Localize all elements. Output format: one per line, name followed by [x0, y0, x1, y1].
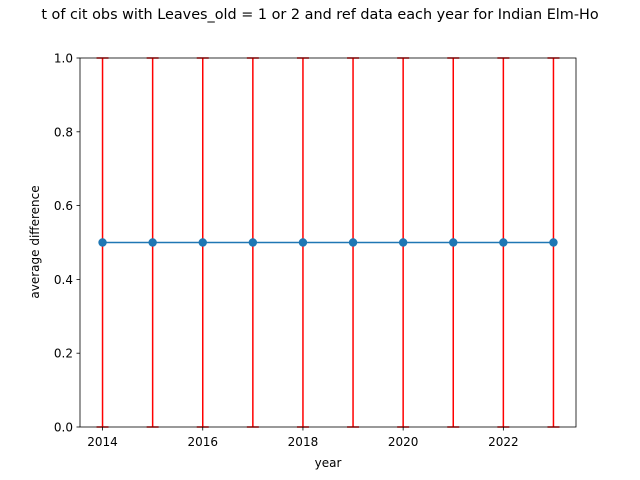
chart-title: t of cit obs with Leaves_old = 1 or 2 an…: [41, 7, 598, 23]
x-axis-label: year: [315, 456, 342, 470]
x-tick-label: 2020: [388, 435, 419, 449]
data-point: [449, 238, 458, 247]
axes-frame: [79, 57, 577, 428]
data-point: [248, 238, 258, 247]
y-tick-label: 0.6: [54, 199, 73, 213]
data-point: [499, 238, 508, 247]
y-tick-label: 0.4: [54, 273, 73, 287]
plot-area: 2014 2016 2018 2020 2022 0.0 0.2 0.4 0.6 0.8 1.0: [54, 52, 577, 449]
y-tick-label: 1.0: [54, 52, 73, 66]
x-tick-label: 2022: [488, 435, 519, 449]
data-point: [348, 238, 358, 247]
data-point: [148, 238, 157, 247]
data-point: [398, 238, 408, 247]
data-point: [298, 238, 308, 247]
x-tick-label: 2016: [187, 435, 218, 449]
y-axis-label: average difference: [28, 185, 42, 298]
data-point: [549, 238, 558, 247]
data-point: [98, 238, 107, 247]
x-tick-label: 2014: [87, 435, 118, 449]
x-tick-label: 2018: [288, 435, 319, 449]
y-tick-label: 0.0: [54, 421, 73, 435]
data-point: [198, 238, 207, 247]
y-tick-label: 0.2: [54, 347, 73, 361]
y-tick-label: 0.8: [54, 125, 73, 139]
